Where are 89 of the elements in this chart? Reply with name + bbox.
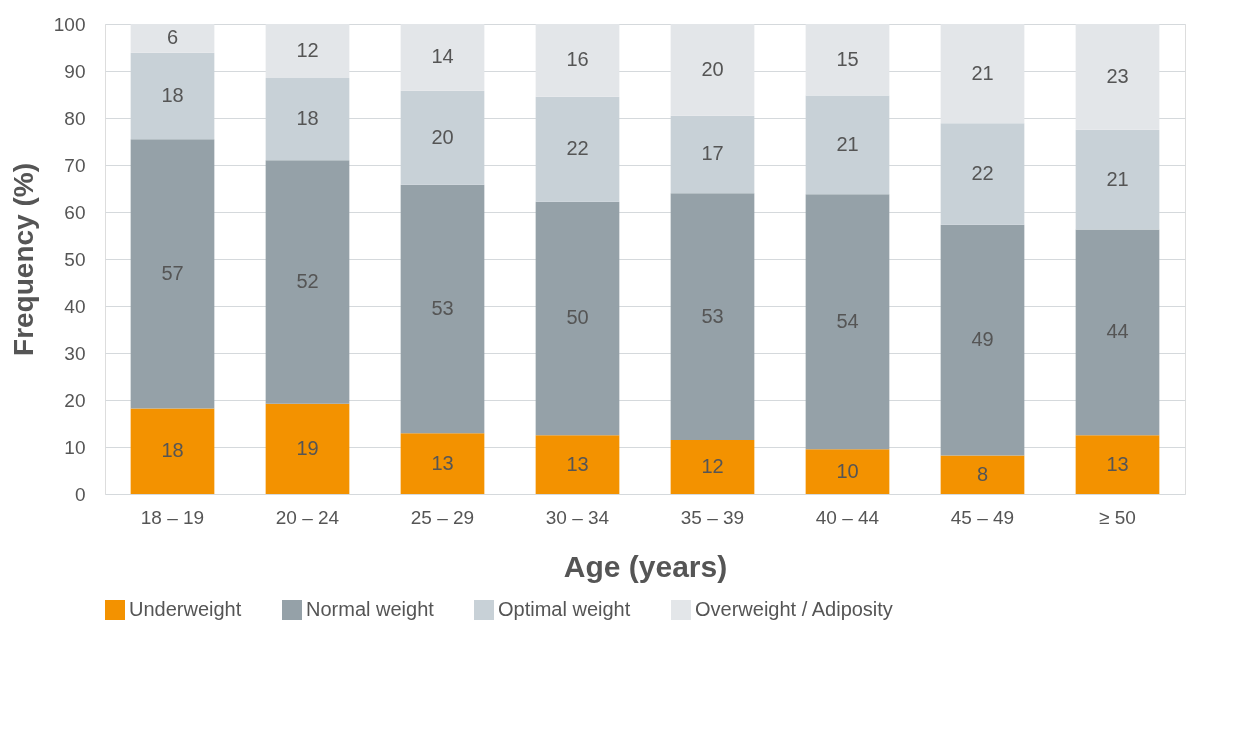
x-tick-label: 18 – 19 <box>140 506 205 528</box>
bar <box>130 24 215 53</box>
bar <box>265 160 350 404</box>
data-label: 16 <box>566 48 589 71</box>
bar <box>805 194 890 450</box>
bar <box>535 201 620 436</box>
bar <box>940 24 1025 124</box>
y-tick-label: 40 <box>64 295 86 317</box>
y-tick-label: 100 <box>53 13 86 35</box>
x-tick-label: 35 – 39 <box>680 506 745 528</box>
data-label: 23 <box>1106 64 1129 87</box>
bar <box>670 115 755 194</box>
bar <box>670 193 755 440</box>
bar <box>535 24 620 97</box>
x-axis-title: Age (years) <box>563 549 728 583</box>
data-label: 18 <box>161 83 184 106</box>
data-label: 15 <box>836 47 859 70</box>
bar <box>400 24 485 91</box>
y-tick-label: 90 <box>64 60 86 82</box>
y-tick-label: 80 <box>64 107 86 129</box>
y-tick-label: 0 <box>74 483 86 505</box>
y-tick-label: 50 <box>64 248 86 270</box>
bar <box>805 24 890 96</box>
data-label: 13 <box>566 452 589 475</box>
bar <box>535 96 620 202</box>
data-label: 53 <box>431 297 454 320</box>
data-label: 13 <box>1106 452 1129 475</box>
data-label: 49 <box>971 328 994 351</box>
data-label: 21 <box>1106 167 1129 190</box>
x-tick-label: 20 – 24 <box>275 506 340 528</box>
data-label: 50 <box>566 306 589 329</box>
legend-label: Overweight / Adiposity <box>695 598 893 620</box>
bar <box>940 123 1025 225</box>
data-label: 6 <box>166 26 179 49</box>
x-tick-label: 25 – 29 <box>410 506 475 528</box>
bar <box>1075 129 1160 230</box>
data-label: 17 <box>701 142 724 165</box>
legend-label: Optimal weight <box>498 598 631 620</box>
x-tick-label: 30 – 34 <box>545 506 610 528</box>
y-tick-label: 60 <box>64 201 86 223</box>
bar <box>1075 24 1160 130</box>
bar <box>400 184 485 434</box>
bar <box>805 95 890 195</box>
bar <box>670 24 755 116</box>
data-label: 8 <box>976 462 989 485</box>
data-label: 44 <box>1106 320 1129 343</box>
bar <box>130 139 215 409</box>
data-label: 21 <box>971 61 994 84</box>
bar <box>400 90 485 185</box>
x-tick-label: ≥ 50 <box>1099 506 1136 528</box>
data-label: 22 <box>971 161 994 184</box>
data-label: 18 <box>161 439 184 462</box>
data-label: 21 <box>836 132 859 155</box>
bar <box>940 224 1025 456</box>
y-axis-title: Frequency (%) <box>7 163 39 356</box>
bar <box>130 408 215 494</box>
bar <box>940 455 1025 494</box>
bar <box>1075 435 1160 494</box>
data-label: 53 <box>701 304 724 327</box>
y-tick-label: 70 <box>64 154 86 176</box>
data-label: 10 <box>836 459 859 482</box>
data-label: 12 <box>701 454 724 477</box>
bar <box>130 52 215 140</box>
data-label: 12 <box>296 39 319 62</box>
legend-label: Underweight <box>129 598 242 620</box>
data-label: 52 <box>296 270 319 293</box>
bar <box>670 439 755 494</box>
data-label: 57 <box>161 261 184 284</box>
data-label: 20 <box>701 57 724 80</box>
data-label: 22 <box>566 137 589 160</box>
y-tick-label: 20 <box>64 389 86 411</box>
bar <box>265 403 350 494</box>
bar <box>805 449 890 494</box>
data-label: 19 <box>296 436 319 459</box>
x-tick-label: 45 – 49 <box>950 506 1015 528</box>
bar <box>265 78 350 161</box>
data-label: 13 <box>431 451 454 474</box>
y-tick-label: 30 <box>64 342 86 364</box>
data-label: 20 <box>431 125 454 148</box>
x-tick-label: 40 – 44 <box>815 506 880 528</box>
bar <box>265 24 350 79</box>
legend-label: Normal weight <box>306 598 435 620</box>
data-label: 14 <box>431 45 454 68</box>
data-label: 18 <box>296 107 319 130</box>
y-tick-label: 10 <box>64 436 86 458</box>
bar <box>535 435 620 494</box>
bar <box>1075 229 1160 436</box>
bar <box>400 433 485 494</box>
data-label: 54 <box>836 309 859 332</box>
